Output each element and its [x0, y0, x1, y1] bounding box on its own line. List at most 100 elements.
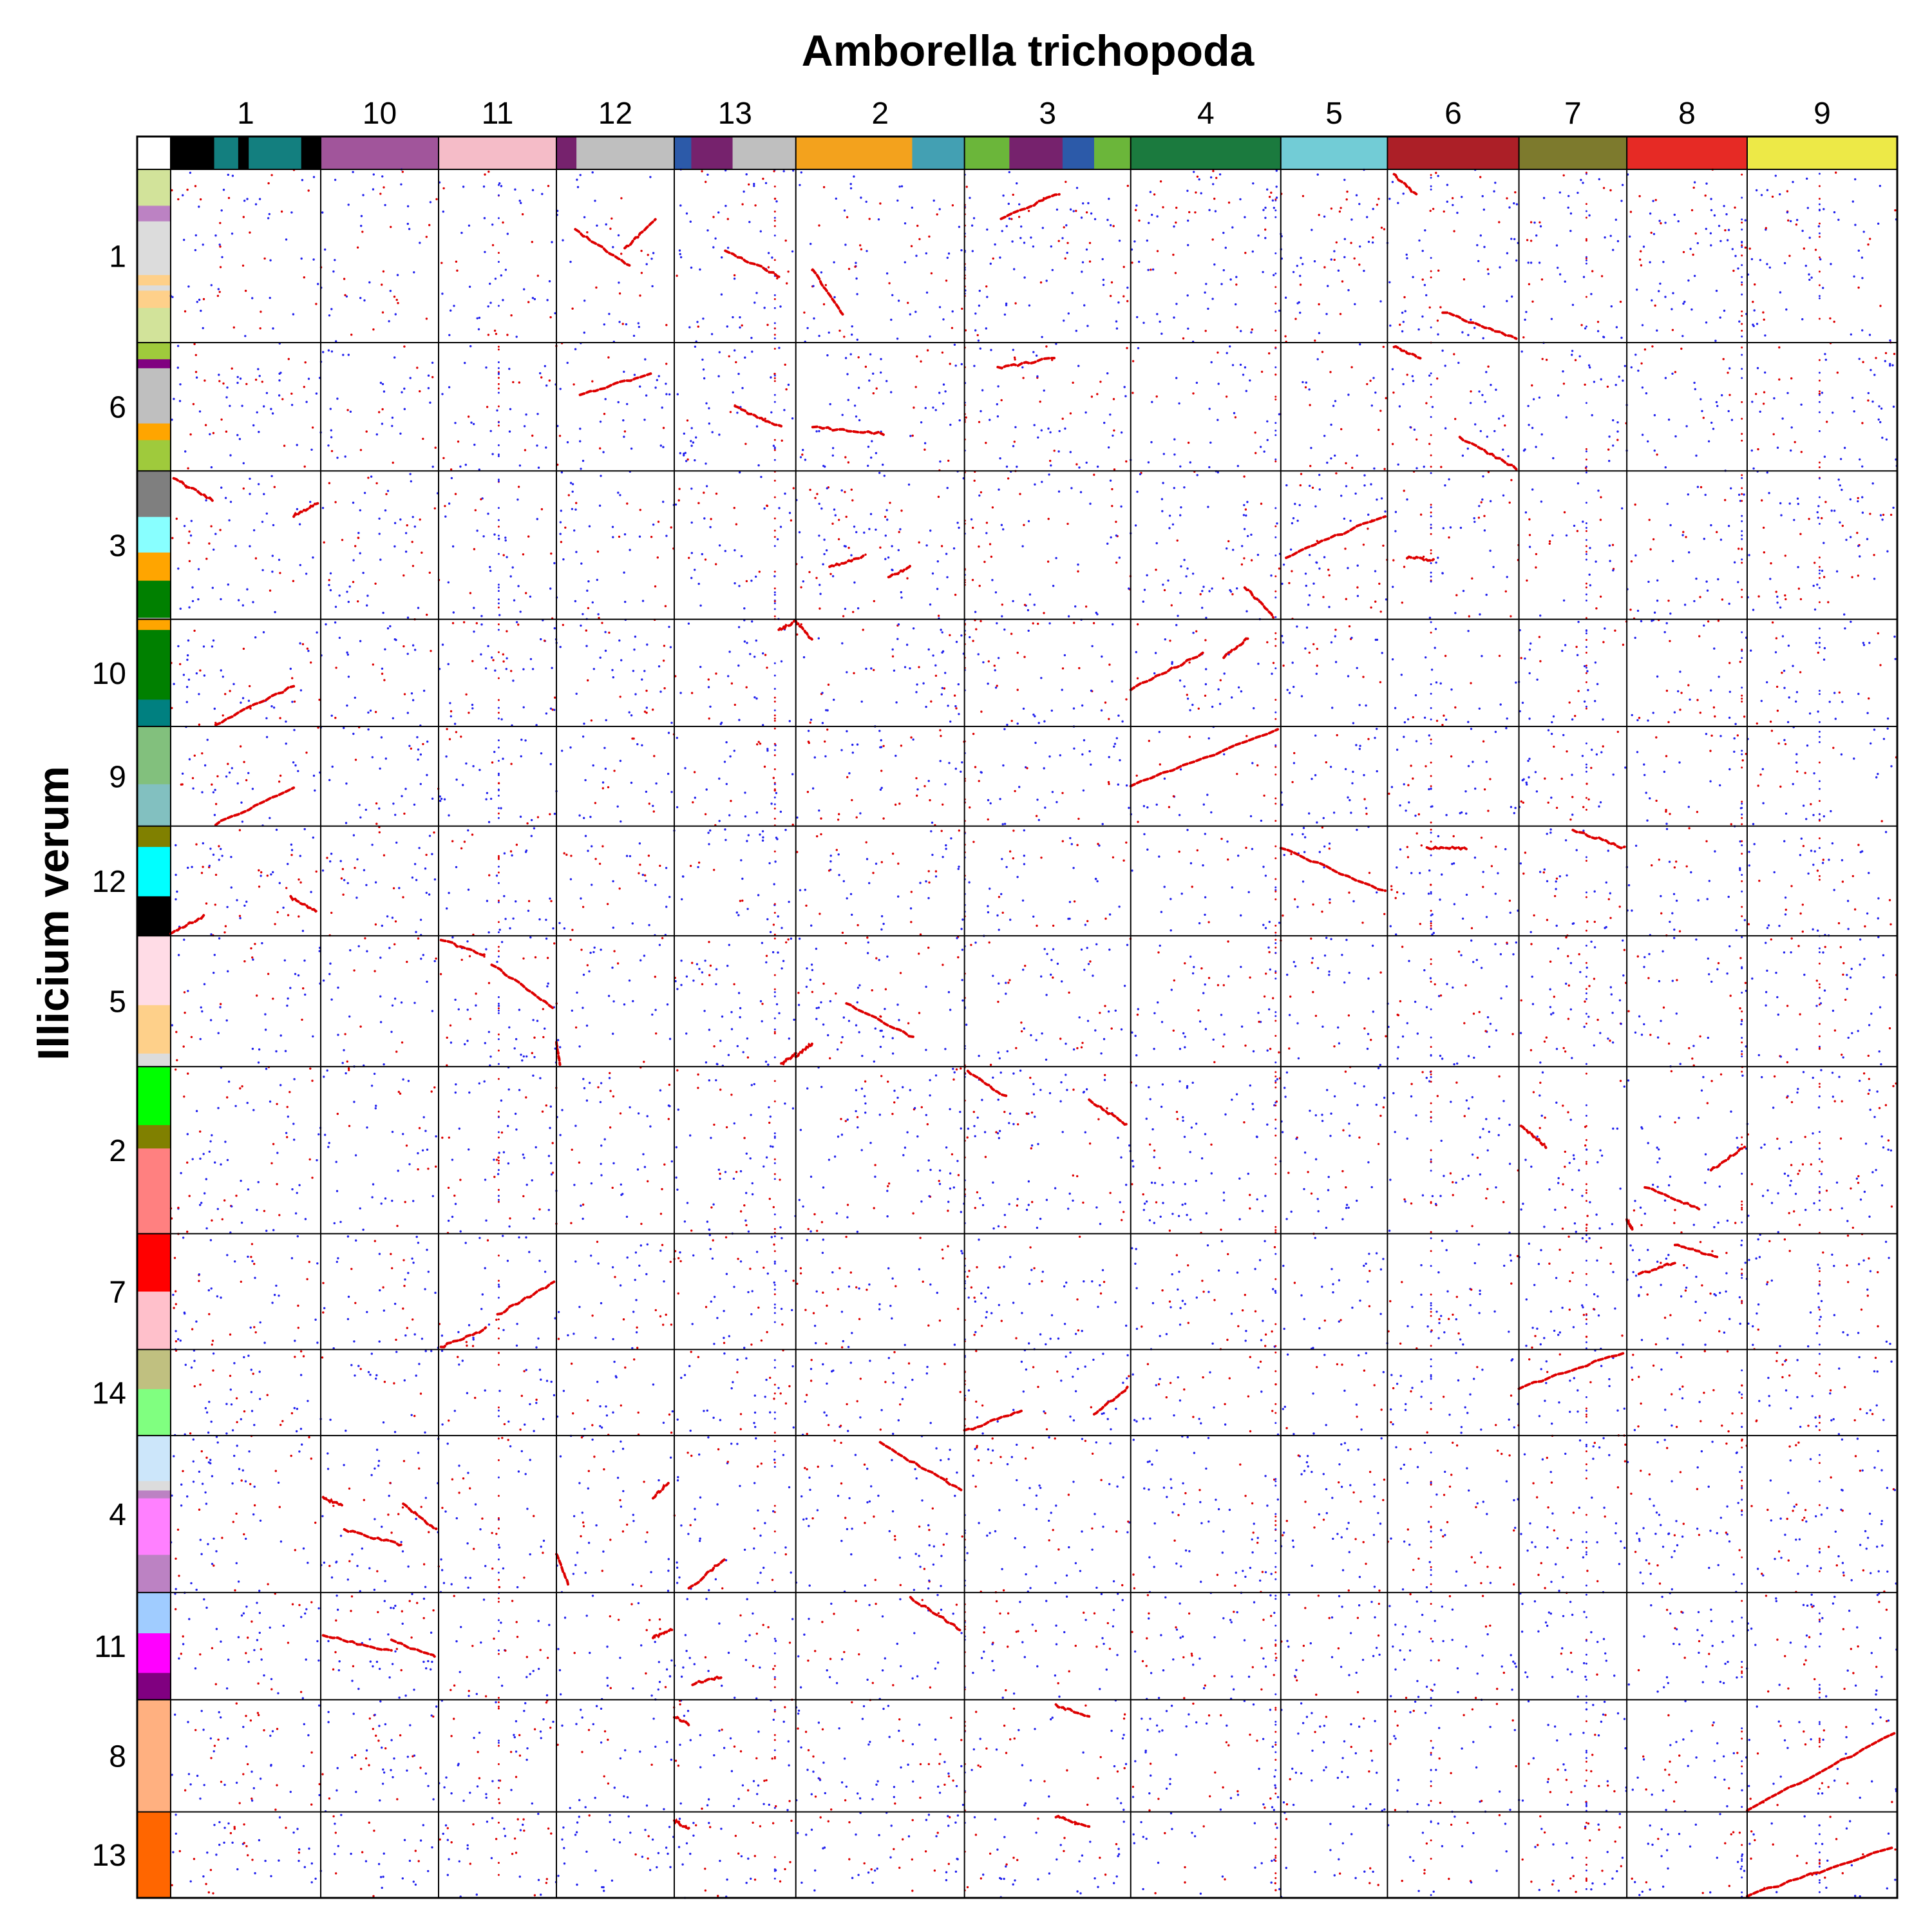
syntenic-hit-point — [1217, 351, 1219, 354]
background-hit-point — [665, 393, 668, 395]
background-hit-point — [258, 431, 260, 433]
background-hit-point — [1820, 1069, 1823, 1072]
background-hit-point — [401, 795, 403, 797]
background-hit-point — [1759, 410, 1761, 413]
syntenic-hit-point — [1015, 1337, 1018, 1340]
background-hit-point — [792, 169, 795, 172]
syntenic-hit-point — [788, 1800, 791, 1803]
background-hit-point — [1456, 1667, 1459, 1670]
background-hit-point — [1396, 1057, 1399, 1060]
background-hit-point — [1806, 1604, 1809, 1607]
background-hit-point — [582, 735, 585, 738]
background-hit-point — [204, 1192, 206, 1195]
background-hit-point — [1750, 1627, 1753, 1630]
syntenic-hit-point — [1786, 1517, 1788, 1520]
background-hit-point — [251, 1770, 253, 1773]
background-hit-point — [765, 1378, 768, 1381]
syntenic-hit-point — [1448, 1485, 1452, 1488]
background-hit-point — [317, 1704, 321, 1707]
syntenic-hit-point — [1547, 801, 1549, 804]
background-hit-point — [1153, 1182, 1157, 1184]
background-hit-point — [1081, 753, 1084, 756]
background-hit-point — [378, 807, 381, 810]
background-hit-point — [916, 1170, 920, 1172]
syntenic-hit-point — [328, 1797, 331, 1800]
syntenic-hit-point — [1868, 1077, 1870, 1081]
syntenic-hit-point — [611, 217, 613, 220]
syntenic-hit-point — [1249, 1193, 1251, 1197]
syntenic-hit-point — [1401, 1879, 1403, 1882]
background-hit-point — [947, 1458, 950, 1461]
background-hit-point — [705, 485, 708, 488]
background-hit-point — [729, 755, 732, 758]
background-hit-point — [522, 1055, 525, 1058]
background-hit-point — [1173, 438, 1176, 440]
background-hit-point — [384, 1580, 386, 1582]
background-hit-point — [1493, 1310, 1496, 1313]
background-hit-point — [1760, 1146, 1763, 1149]
background-hit-point — [1877, 936, 1880, 938]
background-hit-point — [1548, 1188, 1551, 1191]
background-hit-point — [1218, 173, 1222, 176]
background-hit-point — [629, 855, 632, 858]
background-hit-point — [1527, 759, 1530, 762]
syntenic-hit-point — [659, 864, 661, 867]
syntenic-hit-point — [1227, 940, 1229, 943]
syntenic-hit-point — [245, 779, 248, 782]
background-hit-point — [1765, 990, 1768, 994]
background-hit-point — [833, 1155, 837, 1158]
syntenic-hit-point — [1711, 1724, 1714, 1727]
background-hit-point — [1875, 1689, 1878, 1692]
syntenic-hit-point — [611, 1186, 614, 1189]
syntenic-hit-point — [864, 553, 867, 556]
background-hit-point — [1021, 1312, 1023, 1314]
background-hit-point — [485, 1793, 488, 1795]
background-hit-point — [699, 1496, 702, 1499]
background-hit-point — [623, 1795, 625, 1797]
background-hit-point — [220, 1296, 222, 1299]
background-hit-point — [734, 549, 736, 552]
background-hit-point — [1857, 1030, 1859, 1032]
background-hit-point — [757, 464, 760, 467]
background-hit-point — [467, 1586, 469, 1589]
background-hit-point — [1726, 972, 1728, 975]
background-hit-point — [1505, 1480, 1508, 1482]
background-hit-point — [272, 706, 276, 709]
syntenic-hit-point — [1311, 486, 1314, 489]
background-hit-point — [658, 1479, 660, 1482]
background-hit-point — [261, 520, 264, 523]
syntenic-hit-point — [1483, 515, 1486, 517]
background-hit-point — [231, 175, 234, 177]
background-hit-point — [1881, 437, 1884, 439]
syntenic-hit-point — [546, 1656, 549, 1659]
background-hit-point — [1372, 1870, 1374, 1873]
syntenic-hit-point — [239, 745, 242, 748]
syntenic-hit-point — [1690, 209, 1694, 212]
background-hit-point — [1069, 451, 1072, 453]
background-hit-point — [1809, 1311, 1812, 1314]
background-hit-point — [1805, 1634, 1808, 1637]
background-hit-point — [476, 529, 478, 532]
background-hit-point — [1251, 1103, 1254, 1105]
background-hit-point — [1525, 1345, 1528, 1347]
background-hit-point — [1552, 1843, 1555, 1846]
background-hit-point — [1263, 450, 1265, 453]
background-hit-point — [1716, 1742, 1719, 1745]
syntenic-hit-point — [1844, 1386, 1846, 1388]
background-hit-point — [1370, 1186, 1373, 1189]
background-hit-point — [690, 266, 693, 269]
background-hit-point — [920, 421, 923, 424]
syntenic-hit-point — [855, 816, 858, 819]
syntenic-hit-point — [1790, 1101, 1794, 1104]
background-hit-point — [1078, 466, 1081, 469]
background-hit-point — [1456, 211, 1459, 214]
background-hit-point — [866, 1468, 869, 1470]
syntenic-hit-point — [1480, 1799, 1483, 1803]
background-hit-point — [1377, 1066, 1380, 1070]
background-hit-point — [746, 840, 748, 842]
background-hit-point — [1186, 189, 1189, 192]
syntenic-hit-point — [379, 193, 382, 195]
syntenic-hit-point — [813, 1213, 816, 1216]
syntenic-hit-point — [930, 700, 933, 703]
syntenic-hit-point — [1708, 1653, 1710, 1655]
